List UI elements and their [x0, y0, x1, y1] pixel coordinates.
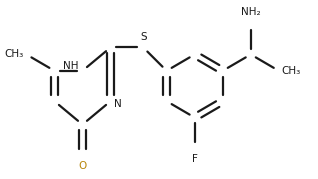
Text: NH₂: NH₂	[241, 7, 260, 17]
Text: NH: NH	[64, 61, 79, 71]
Text: O: O	[78, 161, 86, 171]
Text: CH₃: CH₃	[5, 49, 24, 59]
Text: S: S	[140, 32, 147, 42]
Text: N: N	[114, 98, 122, 108]
Text: CH₃: CH₃	[281, 66, 301, 76]
Text: F: F	[192, 154, 197, 164]
